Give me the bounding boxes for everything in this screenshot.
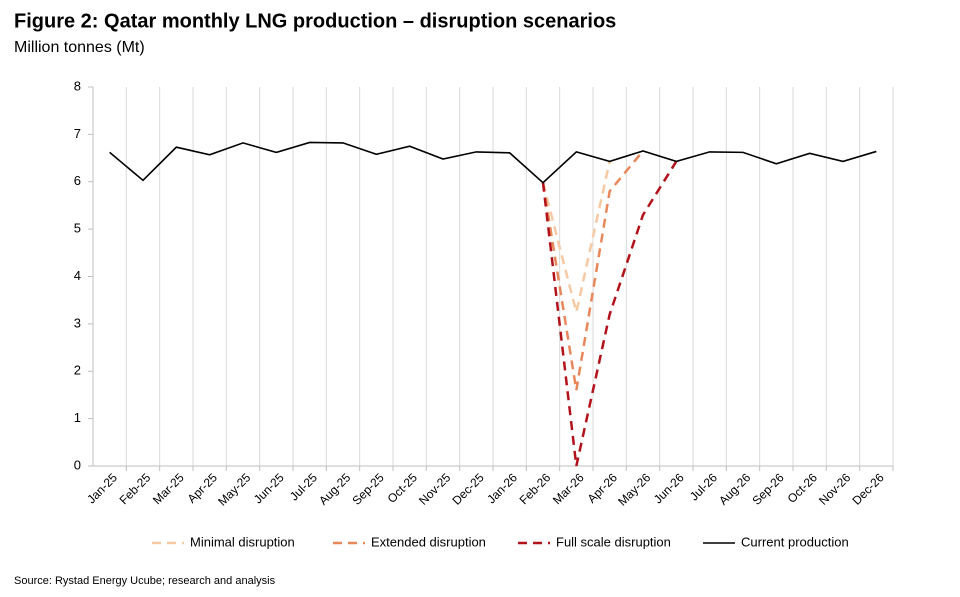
y-tick-label: 3 [74,315,81,330]
x-tick-label: Feb-25 [117,470,154,507]
x-tick-label: Oct-26 [785,470,821,506]
x-tick-label: Jan-26 [484,470,520,506]
x-tick-label: Mar-26 [550,470,587,507]
chart-subtitle: Million tonnes (Mt) [14,39,145,56]
y-tick-label: 0 [74,457,81,472]
x-tick-label: Dec-25 [449,470,486,507]
legend-label: Minimal disruption [190,534,295,549]
legend-label: Extended disruption [371,534,486,549]
x-tick-label: Mar-25 [150,470,187,507]
x-tick-label: Jan-25 [84,470,120,506]
x-tick-label: Aug-26 [716,470,753,507]
series-line [109,141,877,184]
x-tick-label: Jun-25 [251,470,287,506]
y-tick-label: 1 [74,410,81,425]
x-tick-label: Jul-25 [287,470,320,503]
y-tick-label: 2 [74,363,81,378]
x-tick-label: Apr-25 [185,470,221,506]
legend-label: Full scale disruption [556,534,671,549]
x-tick-label: May-25 [215,470,253,508]
source-note: Source: Rystad Energy Ucube; research an… [14,575,276,587]
x-tick-label: Nov-26 [816,470,853,507]
x-tick-label: Nov-25 [416,470,453,507]
y-tick-label: 4 [74,268,81,283]
x-tick-label: Jul-26 [687,470,720,503]
chart-title: Figure 2: Qatar monthly LNG production –… [14,10,616,32]
y-tick-label: 8 [74,78,81,93]
x-tick-label: Oct-25 [385,470,421,506]
y-tick-label: 7 [74,126,81,141]
legend-label: Current production [741,534,849,549]
y-tick-label: 5 [74,221,81,236]
x-tick-label: Aug-25 [316,470,353,507]
series-line [541,161,611,313]
y-tick-label: 6 [74,173,81,188]
x-tick-label: Sep-25 [349,470,386,507]
x-tick-label: Sep-26 [749,470,786,507]
x-tick-label: Apr-26 [585,470,621,506]
x-tick-label: Feb-26 [517,470,554,507]
x-tick-label: Dec-26 [849,470,886,507]
x-tick-label: Jun-26 [651,470,687,506]
series-line [541,160,678,467]
x-tick-label: May-26 [615,470,653,508]
series-line [541,150,644,391]
